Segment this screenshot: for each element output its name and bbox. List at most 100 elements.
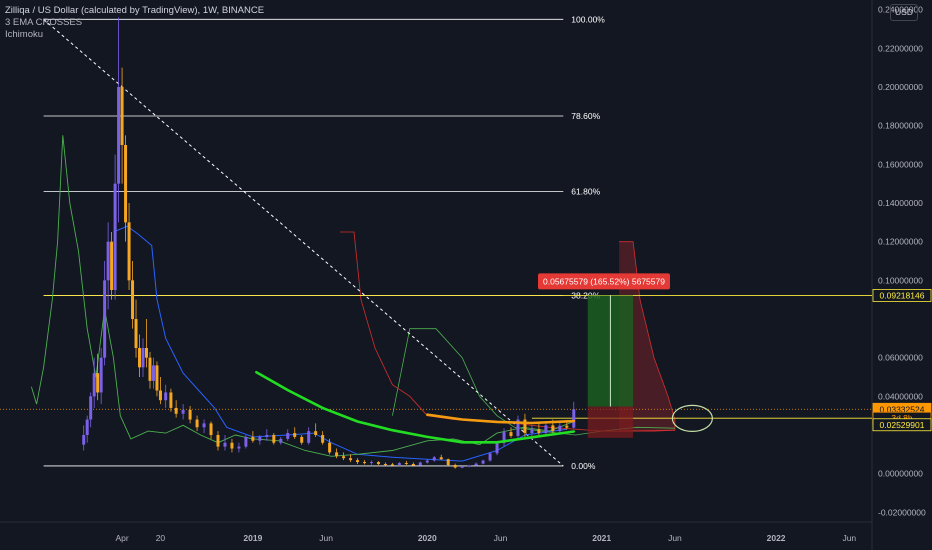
position-label: 0.05675579 (165.52%) 5675579 — [543, 276, 665, 286]
candle-body — [188, 409, 192, 420]
candle-body — [293, 433, 297, 437]
candle-body — [117, 87, 121, 184]
candle-body — [439, 457, 443, 460]
candle-body — [390, 464, 394, 466]
y-tick-label: -0.02000000 — [878, 507, 926, 517]
candle-body — [349, 458, 353, 461]
x-tick-label: Jun — [319, 533, 333, 543]
x-tick-label: Jun — [842, 533, 856, 543]
y-tick-label: 0.10000000 — [878, 275, 923, 285]
fib-level-label: 78.60% — [571, 111, 600, 121]
candle-body — [418, 462, 422, 466]
candle-body — [551, 425, 555, 432]
indicator-ichimoku[interactable]: Ichimoku — [5, 29, 44, 40]
candle-body — [328, 442, 332, 453]
annotation-ellipse — [671, 404, 713, 432]
candle-body — [509, 432, 513, 436]
x-tick-label: 2022 — [767, 533, 786, 543]
candle-body — [544, 425, 548, 434]
candle-body — [230, 442, 234, 449]
x-tick-label: 2021 — [592, 533, 611, 543]
candle-body — [446, 459, 450, 465]
candle-body — [335, 452, 339, 457]
candle-body — [460, 466, 464, 468]
fib-level-label: 0.00% — [571, 461, 596, 471]
candle-body — [258, 436, 262, 441]
x-tick-label: 2019 — [243, 533, 262, 543]
candle-body — [572, 409, 576, 428]
x-tick-label: 20 — [156, 533, 166, 543]
y-tick-label: 0.22000000 — [878, 43, 923, 53]
y-tick-label: 0.20000000 — [878, 82, 923, 92]
candle-body — [99, 357, 103, 393]
candle-body — [300, 436, 304, 443]
candle-body — [425, 460, 429, 463]
candle-body — [141, 348, 145, 368]
price-tag-label: 0.03332524 — [880, 404, 925, 414]
candle-body — [321, 435, 325, 443]
candle-body — [120, 87, 124, 145]
candle-body — [106, 241, 110, 281]
candle-body — [127, 222, 131, 281]
candle-body — [244, 436, 248, 447]
candle-body — [272, 435, 276, 443]
candle-body — [307, 431, 311, 443]
candle-body — [362, 462, 366, 464]
candle-body — [113, 183, 117, 290]
candle-body — [237, 446, 241, 449]
candle-body — [530, 429, 534, 434]
y-tick-label: 0.18000000 — [878, 121, 923, 131]
candle-body — [342, 456, 346, 459]
candle-body — [565, 425, 569, 428]
fib-level-label: 100.00% — [571, 14, 605, 24]
price-tag-label: 0.02529901 — [880, 420, 925, 430]
candle-body — [537, 429, 541, 434]
price-axis — [872, 0, 932, 550]
candle-body — [148, 357, 152, 381]
position-label-box — [538, 273, 670, 290]
candle-body — [138, 348, 142, 368]
x-tick-label: Jun — [668, 533, 682, 543]
candle-body — [495, 443, 499, 454]
price-tag-label: 0.09218146 — [880, 290, 925, 300]
price-tag-label: 3d 8h — [891, 413, 913, 423]
candle-body — [376, 462, 380, 464]
candle-body — [558, 425, 562, 432]
candle-body — [151, 365, 155, 381]
candle-body — [134, 319, 138, 348]
candle-body — [481, 460, 485, 464]
candle-body — [223, 442, 227, 447]
candle-body — [169, 392, 173, 408]
candle-body — [92, 373, 96, 397]
candle-body — [195, 419, 199, 428]
currency-button[interactable]: USD — [890, 4, 918, 21]
y-tick-label: 0.00000000 — [878, 469, 923, 479]
y-tick-label: 0.24000000 — [878, 5, 923, 15]
candle-body — [432, 457, 436, 461]
candle-body — [474, 463, 478, 466]
candle-body — [85, 419, 89, 435]
candle-body — [265, 435, 269, 437]
y-tick-label: 0.06000000 — [878, 353, 923, 363]
y-tick-label: 0.04000000 — [878, 391, 923, 401]
candle-body — [279, 438, 283, 443]
y-tick-label: 0.14000000 — [878, 198, 923, 208]
candle-body — [82, 435, 86, 445]
candle-body — [181, 409, 185, 414]
indicator-ema-crosses[interactable]: 3 EMA CROSSES — [5, 17, 83, 28]
candle-body — [110, 241, 114, 290]
candle-body — [131, 280, 135, 319]
candle-body — [314, 431, 318, 435]
candle-body — [144, 348, 148, 358]
price-tag — [872, 418, 932, 432]
candle-body — [155, 365, 159, 391]
candle-body — [467, 465, 471, 467]
position-loss-zone — [587, 406, 634, 438]
ema-fast-line — [426, 413, 576, 425]
candle-body — [164, 392, 168, 401]
candle-body — [488, 453, 492, 461]
candle-body — [103, 280, 107, 358]
candle-body — [397, 463, 401, 465]
ema-slow-line — [255, 370, 576, 444]
